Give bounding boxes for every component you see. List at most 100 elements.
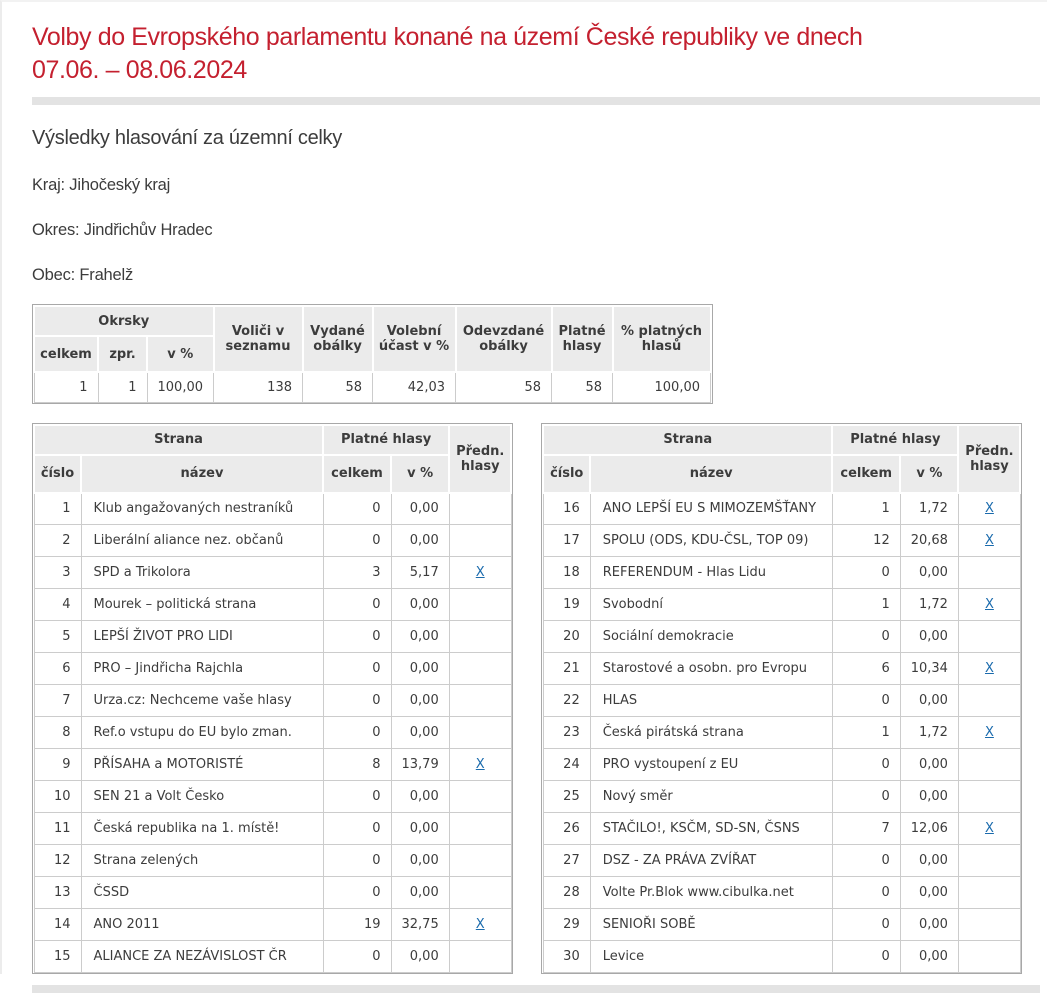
table-row: 3 SPD a Trikolora 3 5,17 X — [33, 556, 512, 589]
preferential-votes-link[interactable]: X — [984, 725, 994, 740]
table-row: 29 SENIOŘI SOBĚ 0 0,00 — [542, 908, 1021, 941]
party-number-cell: 25 — [542, 780, 591, 813]
party-name-cell: SENIOŘI SOBĚ — [589, 908, 833, 941]
party-percent-cell: 0,00 — [390, 844, 450, 877]
party-number-cell: 26 — [542, 812, 591, 845]
party-votes-cell: 0 — [831, 684, 901, 717]
party-name-cell: SEN 21 a Volt Česko — [80, 780, 324, 813]
table-row: 23 Česká pirátská strana 1 1,72 X — [542, 716, 1021, 749]
party-table-right: Strana Platné hlasy Předn. hlasy číslo n… — [542, 423, 1022, 973]
party-number-cell: 8 — [33, 716, 82, 749]
table-row: 1 Klub angažovaných nestraníků 0 0,00 — [33, 492, 512, 525]
summary-header-volici: Voliči v seznamu — [212, 305, 304, 373]
party-number-cell: 27 — [542, 844, 591, 877]
preferential-votes-cell — [448, 524, 512, 557]
party-percent-cell: 0,00 — [390, 588, 450, 621]
party-name-cell: Volte Pr.Blok www.cibulka.net — [589, 876, 833, 909]
party-name-cell: Česká pirátská strana — [589, 716, 833, 749]
municipality-label: Obec: Frahelž — [32, 266, 134, 284]
party-percent-cell: 0,00 — [899, 908, 959, 941]
party-header-platne-hlasy: Platné hlasy — [321, 423, 451, 456]
table-row: 11 Česká republika na 1. místě! 0 0,00 — [33, 812, 512, 845]
table-row: 2 Liberální aliance nez. občanů 0 0,00 — [33, 524, 512, 557]
party-table-left: Strana Platné hlasy Předn. hlasy číslo n… — [33, 423, 513, 973]
party-name-cell: Svobodní — [589, 588, 833, 621]
party-number-cell: 18 — [542, 556, 591, 589]
party-number-cell: 13 — [33, 876, 82, 909]
page-title-line1: Volby do Evropského parlamentu konané na… — [32, 23, 863, 51]
party-tables-section: Strana Platné hlasy Předn. hlasy číslo n… — [32, 422, 1040, 974]
summary-header-okrsky: Okrsky — [33, 305, 215, 337]
summary-subheader-vpct: v % — [146, 335, 215, 373]
party-number-cell: 5 — [33, 620, 82, 653]
preferential-votes-cell — [957, 748, 1021, 781]
party-votes-cell: 0 — [831, 748, 901, 781]
summary-value-odevzdane: 58 — [455, 371, 552, 403]
party-table-right-wrapper: Strana Platné hlasy Předn. hlasy číslo n… — [541, 422, 1023, 974]
party-header-predn-hlasy: Předn. hlasy — [957, 423, 1022, 494]
preferential-votes-cell: X — [448, 556, 512, 589]
summary-header-odevzdane: Odevzdané obálky — [454, 305, 553, 373]
party-subheader-vpct: v % — [389, 453, 451, 494]
party-percent-cell: 10,34 — [899, 652, 959, 685]
preferential-votes-cell — [957, 844, 1021, 877]
party-votes-cell: 0 — [322, 524, 392, 557]
party-subheader-vpct: v % — [899, 453, 960, 494]
summary-block: Okrsky Voliči v seznamu Vydané obálky Vo… — [32, 304, 1040, 404]
table-row: 30 Levice 0 0,00 — [542, 940, 1021, 973]
party-votes-cell: 0 — [322, 620, 392, 653]
party-number-cell: 12 — [33, 844, 82, 877]
preferential-votes-cell: X — [957, 652, 1021, 685]
preferential-votes-cell — [957, 780, 1021, 813]
summary-header-pct-platnych: % platných hlasů — [611, 305, 712, 373]
party-number-cell: 20 — [542, 620, 591, 653]
party-percent-cell: 20,68 — [899, 524, 959, 557]
party-votes-cell: 0 — [831, 620, 901, 653]
summary-value-okrsky-pct: 100,00 — [146, 371, 214, 403]
preferential-votes-cell: X — [957, 492, 1021, 525]
preferential-votes-link[interactable]: X — [984, 533, 994, 548]
table-row: 25 Nový směr 0 0,00 — [542, 780, 1021, 813]
preferential-votes-link[interactable]: X — [984, 597, 994, 612]
party-votes-cell: 0 — [322, 876, 392, 909]
table-row: 18 REFERENDUM - Hlas Lidu 0 0,00 — [542, 556, 1021, 589]
party-name-cell: Levice — [589, 940, 833, 973]
party-percent-cell: 1,72 — [899, 492, 959, 525]
party-name-cell: Mourek – politická strana — [80, 588, 324, 621]
party-votes-cell: 7 — [831, 812, 901, 845]
preferential-votes-cell — [448, 716, 512, 749]
preferential-votes-cell — [957, 876, 1021, 909]
party-percent-cell: 0,00 — [390, 940, 450, 973]
party-number-cell: 10 — [33, 780, 82, 813]
preferential-votes-cell — [448, 812, 512, 845]
party-name-cell: PRO – Jindřicha Rajchla — [80, 652, 324, 685]
party-votes-cell: 0 — [831, 940, 901, 973]
party-name-cell: DSZ - ZA PRÁVA ZVÍŘAT — [589, 844, 833, 877]
summary-data-row: 1 1 100,00 138 58 42,03 58 58 100,00 — [33, 371, 711, 403]
preferential-votes-link[interactable]: X — [475, 917, 485, 932]
party-votes-cell: 0 — [322, 492, 392, 525]
party-name-cell: SPOLU (ODS, KDU-ČSL, TOP 09) — [589, 524, 833, 557]
preferential-votes-link[interactable]: X — [984, 501, 994, 517]
table-row: 6 PRO – Jindřicha Rajchla 0 0,00 — [33, 652, 512, 685]
party-subheader-celkem: celkem — [322, 453, 392, 494]
summary-value-ucast: 42,03 — [372, 371, 456, 403]
preferential-votes-link[interactable]: X — [984, 661, 994, 676]
summary-value-vydane: 58 — [302, 371, 373, 403]
preferential-votes-link[interactable]: X — [475, 757, 485, 772]
preferential-votes-link[interactable]: X — [984, 821, 994, 836]
party-number-cell: 1 — [33, 492, 82, 525]
main-content: Volby do Evropského parlamentu konané na… — [2, 21, 1047, 993]
party-name-cell: Liberální aliance nez. občanů — [80, 524, 324, 557]
party-number-cell: 22 — [542, 684, 591, 717]
summary-value-okrsky-celkem: 1 — [33, 371, 99, 403]
table-row: 22 HLAS 0 0,00 — [542, 684, 1021, 717]
preferential-votes-cell — [448, 844, 512, 877]
party-percent-cell: 0,00 — [390, 812, 450, 845]
table-row: 9 PŘÍSAHA a MOTORISTÉ 8 13,79 X — [33, 748, 512, 781]
preferential-votes-link[interactable]: X — [475, 565, 485, 580]
party-votes-cell: 0 — [831, 780, 901, 813]
summary-value-okrsky-zpr: 1 — [97, 371, 148, 403]
preferential-votes-cell — [448, 620, 512, 653]
